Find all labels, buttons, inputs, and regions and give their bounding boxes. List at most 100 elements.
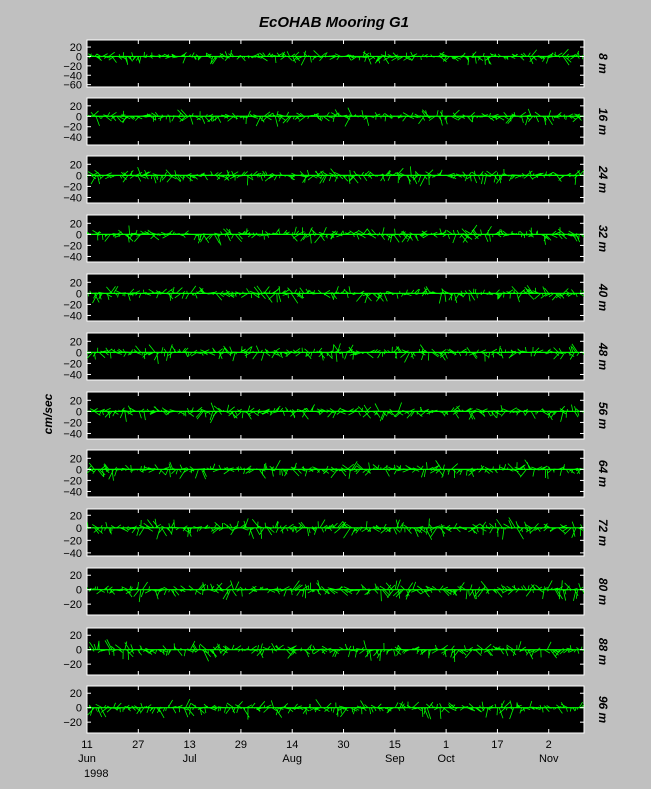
panel-axes-box <box>86 685 585 734</box>
depth-label: 16 m <box>596 108 610 136</box>
panel-7: 200−20−40 56 m <box>63 391 610 440</box>
y-tick-label: 20 <box>70 159 82 171</box>
depth-label: 32 m <box>596 225 610 253</box>
x-tick-label: 1 <box>443 739 449 751</box>
y-tick-label: 20 <box>70 277 82 289</box>
depth-label: 40 m <box>596 283 610 312</box>
y-tick-label: −20 <box>63 717 82 729</box>
x-month-label: Jul <box>183 753 197 765</box>
y-tick-label: 0 <box>76 51 82 63</box>
y-tick-label: −40 <box>63 70 82 82</box>
x-month-label: Jun <box>78 753 96 765</box>
x-tick-label: 27 <box>132 739 144 751</box>
x-month-label: Sep <box>385 753 405 765</box>
x-tick-label: 14 <box>286 739 298 751</box>
y-tick-label: −20 <box>63 417 82 429</box>
y-axis-label: cm/sec <box>41 393 55 434</box>
y-tick-label: 0 <box>76 464 82 476</box>
panel-10: 20 0 −20 80 m <box>63 567 610 616</box>
y-tick-label: −40 <box>63 428 82 440</box>
y-tick-label: −40 <box>63 486 82 498</box>
y-tick-label: 0 <box>76 645 82 657</box>
panel-axes-box <box>86 508 585 557</box>
x-month-label: Oct <box>438 753 455 765</box>
y-tick-label: −20 <box>63 475 82 487</box>
chart-title: EcOHAB Mooring G1 <box>259 14 409 31</box>
depth-label: 64 m <box>596 460 610 488</box>
y-tick-label: 20 <box>70 688 82 700</box>
y-tick-label: 0 <box>76 288 82 300</box>
x-tick-label: 2 <box>546 739 552 751</box>
y-tick-label: −40 <box>63 132 82 144</box>
x-tick-label: 29 <box>235 739 247 751</box>
y-tick-label: −40 <box>63 192 82 204</box>
panel-axes-box <box>86 332 585 381</box>
x-tick-label: 30 <box>337 739 349 751</box>
panel-3: 200−20−40 24 m <box>63 155 610 204</box>
y-tick-label: 0 <box>76 229 82 241</box>
y-tick-label: 20 <box>70 218 82 230</box>
panel-axes-box <box>86 449 585 498</box>
y-tick-label: −20 <box>63 122 82 134</box>
y-tick-label: 0 <box>76 703 82 715</box>
y-tick-label: −20 <box>63 535 82 547</box>
depth-label: 96 m <box>596 696 610 724</box>
panel-11: 20 0 −20 88 m <box>63 627 610 676</box>
velocity-sticks <box>87 579 584 603</box>
depth-label: 8 m <box>596 53 610 74</box>
x-tick-label: 17 <box>491 739 503 751</box>
x-tick-label: 15 <box>389 739 401 751</box>
y-tick-label: 0 <box>76 585 82 597</box>
panel-axes-box <box>86 214 585 263</box>
panel-4: 200−20−40 32 m <box>63 214 610 263</box>
x-month-label: Nov <box>539 753 559 765</box>
panel-axes-box <box>86 391 585 440</box>
velocity-sticks <box>87 166 584 187</box>
y-tick-label: 20 <box>70 101 82 113</box>
y-tick-label: 0 <box>76 170 82 182</box>
y-tick-label: 20 <box>70 453 82 465</box>
y-tick-label: −20 <box>63 61 82 73</box>
panel-2: 200−20−40 16 m <box>63 97 610 146</box>
depth-label: 72 m <box>596 519 610 547</box>
depth-label: 88 m <box>596 638 610 666</box>
y-tick-label: −40 <box>63 251 82 263</box>
y-tick-label: −40 <box>63 369 82 381</box>
x-tick-label: 11 <box>81 739 92 751</box>
y-tick-label: −20 <box>63 299 82 311</box>
panel-12: 20 0 −20 96 m <box>63 685 610 734</box>
y-tick-label: 0 <box>76 111 82 123</box>
y-tick-label: −40 <box>63 310 82 322</box>
year-label: 1998 <box>84 768 108 780</box>
x-tick-label: 13 <box>183 739 195 751</box>
depth-label: 56 m <box>596 402 610 430</box>
y-tick-label: 20 <box>70 42 82 54</box>
y-tick-label: −20 <box>63 181 82 193</box>
y-tick-label: −20 <box>63 659 82 671</box>
y-tick-label: −40 <box>63 548 82 560</box>
y-tick-label: −20 <box>63 358 82 370</box>
y-tick-label: −60 <box>63 80 82 92</box>
panel-1: 200−20−40−60 8 m <box>63 39 610 92</box>
y-tick-label: −20 <box>63 240 82 252</box>
panel-5: 200−20−40 40 m <box>63 273 610 322</box>
panel-9: 200−20−40 72 m <box>63 508 610 560</box>
depth-label: 24 m <box>596 165 610 194</box>
x-axis: 11 Jun 27 13 Jul 29 14 Aug 30 15 Sep 1 Oct 17 2 Nov <box>78 739 559 765</box>
y-tick-label: 20 <box>70 510 82 522</box>
depth-label: 80 m <box>596 578 610 606</box>
y-tick-label: −20 <box>63 599 82 611</box>
y-tick-label: 20 <box>70 336 82 348</box>
panel-8: 200−20−40 64 m <box>63 449 610 498</box>
x-month-label: Aug <box>282 753 302 765</box>
y-tick-label: 0 <box>76 523 82 535</box>
depth-label: 48 m <box>596 342 610 371</box>
y-tick-label: 20 <box>70 570 82 582</box>
y-tick-label: 0 <box>76 347 82 359</box>
y-tick-label: 20 <box>70 630 82 642</box>
y-tick-label: 0 <box>76 406 82 418</box>
panel-axes-box <box>86 39 585 88</box>
panel-6: 200−20−40 48 m <box>63 332 610 381</box>
